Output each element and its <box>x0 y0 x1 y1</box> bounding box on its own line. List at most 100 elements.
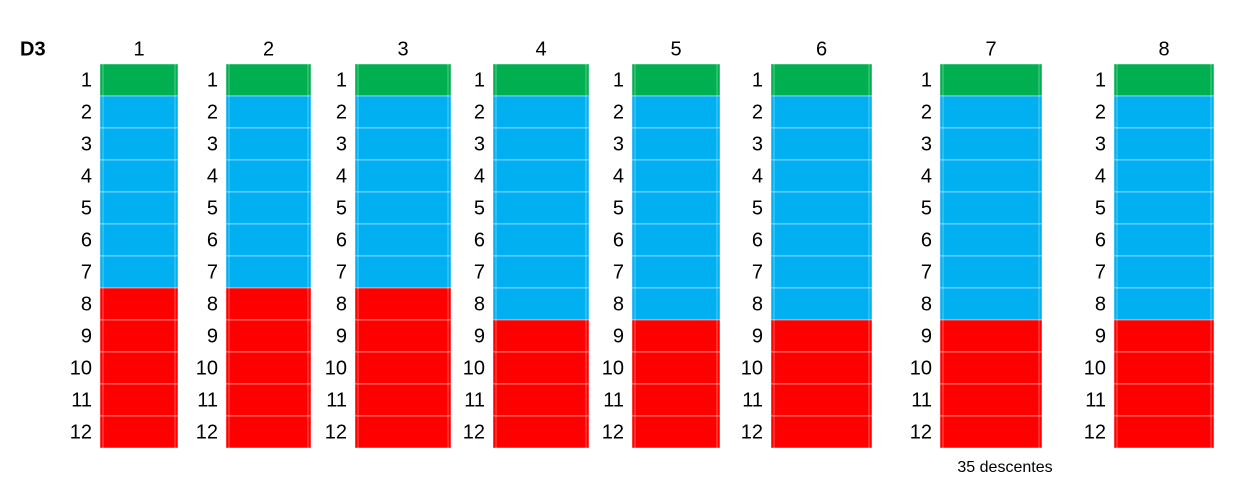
row-label: 5 <box>752 197 763 219</box>
row-label: 8 <box>752 293 763 315</box>
cell <box>225 319 312 353</box>
row-label: 9 <box>613 325 624 347</box>
cell <box>631 95 721 129</box>
row-label: 7 <box>613 261 624 283</box>
cell <box>354 319 452 353</box>
row-label: 11 <box>71 389 92 411</box>
cell <box>631 351 721 385</box>
row-label: 8 <box>207 293 218 315</box>
cell <box>225 351 312 385</box>
cell <box>354 95 452 129</box>
cell <box>354 287 452 321</box>
cell <box>631 159 721 193</box>
row-label: 2 <box>613 101 624 123</box>
cell <box>1113 255 1215 289</box>
row-label: 11 <box>742 389 763 411</box>
cell <box>770 287 873 321</box>
cell <box>225 383 312 417</box>
row-label: 9 <box>474 325 485 347</box>
cell <box>1113 415 1215 449</box>
cell <box>770 383 873 417</box>
row-label: 9 <box>81 325 92 347</box>
column-header: 7 <box>985 38 996 60</box>
cell <box>631 415 721 449</box>
cell <box>354 191 452 225</box>
row-label: 3 <box>613 133 624 155</box>
cell <box>1113 223 1215 257</box>
cell <box>939 191 1043 225</box>
cell <box>492 159 590 193</box>
row-label: 1 <box>921 69 932 91</box>
cell <box>225 63 312 97</box>
cell <box>1113 383 1215 417</box>
row-label: 12 <box>70 421 92 443</box>
cell <box>225 159 312 193</box>
row-label: 12 <box>741 421 763 443</box>
cell <box>770 191 873 225</box>
cell <box>354 351 452 385</box>
cell <box>354 415 452 449</box>
row-label: 9 <box>1095 325 1106 347</box>
row-label: 2 <box>1095 101 1106 123</box>
cell <box>492 63 590 97</box>
row-label: 6 <box>81 229 92 251</box>
row-label: 2 <box>81 101 92 123</box>
cell <box>770 95 873 129</box>
cell <box>492 223 590 257</box>
cell <box>492 255 590 289</box>
row-label: 8 <box>336 293 347 315</box>
column-header: 8 <box>1158 38 1169 60</box>
cell <box>99 223 179 257</box>
cell <box>1113 95 1215 129</box>
row-label: 12 <box>1084 421 1106 443</box>
cell <box>225 127 312 161</box>
cell <box>939 127 1043 161</box>
cell <box>939 223 1043 257</box>
cell <box>492 319 590 353</box>
row-label: 3 <box>81 133 92 155</box>
cell <box>225 255 312 289</box>
row-label: 10 <box>196 357 218 379</box>
row-label: 8 <box>613 293 624 315</box>
diagram-label: D3 <box>20 38 46 60</box>
cell <box>492 191 590 225</box>
cell <box>354 223 452 257</box>
column-header: 6 <box>816 38 827 60</box>
row-label: 6 <box>474 229 485 251</box>
cell <box>354 255 452 289</box>
row-label: 6 <box>752 229 763 251</box>
cell <box>631 127 721 161</box>
row-label: 10 <box>602 357 624 379</box>
row-label: 8 <box>921 293 932 315</box>
row-label: 3 <box>474 133 485 155</box>
row-label: 1 <box>336 69 347 91</box>
row-label: 2 <box>474 101 485 123</box>
cell <box>99 95 179 129</box>
cell <box>225 415 312 449</box>
cell <box>631 63 721 97</box>
row-label: 10 <box>1084 357 1106 379</box>
row-label: 5 <box>81 197 92 219</box>
row-label: 9 <box>921 325 932 347</box>
cell <box>225 95 312 129</box>
column-header: 2 <box>263 38 274 60</box>
cell <box>99 191 179 225</box>
row-label: 8 <box>474 293 485 315</box>
row-label: 12 <box>910 421 932 443</box>
row-label: 12 <box>325 421 347 443</box>
row-label: 3 <box>207 133 218 155</box>
row-label: 3 <box>752 133 763 155</box>
cell <box>631 191 721 225</box>
row-label: 5 <box>336 197 347 219</box>
row-label: 6 <box>336 229 347 251</box>
cell <box>631 319 721 353</box>
column-header: 1 <box>133 38 144 60</box>
row-label: 1 <box>81 69 92 91</box>
row-label: 10 <box>325 357 347 379</box>
cell <box>99 319 179 353</box>
cell <box>354 127 452 161</box>
cell <box>99 351 179 385</box>
row-label: 1 <box>474 69 485 91</box>
